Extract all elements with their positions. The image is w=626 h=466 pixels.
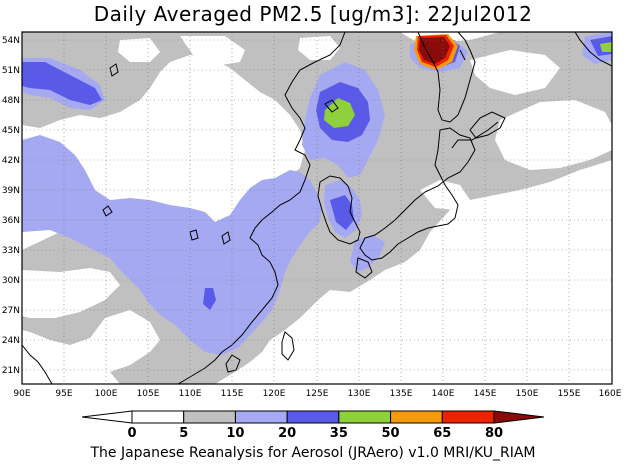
lon-tick-label: 110E (179, 389, 202, 399)
lat-tick-label: 48N (2, 96, 20, 106)
colorbar-label: 0 (127, 426, 136, 441)
colorbar-swatch (390, 410, 443, 424)
lat-tick-label: 39N (2, 186, 20, 196)
map-frame (21, 31, 613, 385)
lat-tick-label: 21N (2, 366, 20, 376)
lon-tick-label: 105E (137, 389, 160, 399)
colorbar-label: 35 (330, 426, 348, 441)
lon-tick-label: 125E (306, 389, 329, 399)
colorbar-swatch (81, 410, 133, 424)
lon-tick-label: 115E (221, 389, 244, 399)
lon-tick-label: 150E (516, 389, 539, 399)
colorbar-swatch (286, 410, 340, 424)
colorbar-label: 5 (179, 426, 188, 441)
gridlines (22, 32, 612, 384)
footer-credit: The Japanese Reanalysis for Aerosol (JRA… (90, 445, 536, 461)
lat-tick-label: 30N (2, 276, 20, 286)
lat-tick-labels: 54N 51N 48N 45N 42N 39N 36N 33N 30N 27N … (2, 36, 20, 376)
lon-tick-label: 135E (390, 389, 413, 399)
lon-tick-label: 90E (13, 389, 30, 399)
colorbar-swatch (183, 410, 236, 424)
lat-tick-label: 24N (2, 336, 20, 346)
lon-tick-label: 145E (474, 389, 497, 399)
colorbar-swatch (131, 410, 185, 424)
colorbar-swatch (234, 410, 288, 424)
colorbar: 0 5 10 20 35 50 65 80 (81, 410, 545, 441)
colorbar-swatch (441, 410, 495, 424)
lon-tick-label: 130E (348, 389, 371, 399)
coastlines (22, 32, 612, 384)
pm25-field (22, 32, 612, 384)
lon-tick-label: 160E (599, 389, 622, 399)
colorbar-label: 50 (382, 426, 400, 441)
colorbar-label: 20 (278, 426, 296, 441)
lat-tick-label: 36N (2, 216, 20, 226)
colorbar-swatch (338, 410, 392, 424)
lat-tick-label: 45N (2, 126, 20, 136)
lon-tick-label: 100E (95, 389, 118, 399)
colorbar-label: 10 (226, 426, 244, 441)
lon-tick-labels: 90E 95E 100E 105E 110E 115E 120E 125E 13… (13, 389, 621, 399)
lon-tick-label: 140E (432, 389, 455, 399)
pm25-band-50-65 (324, 42, 612, 128)
lat-tick-label: 27N (2, 306, 20, 316)
lon-tick-label: 120E (263, 389, 286, 399)
colorbar-swatch (493, 410, 545, 424)
colorbar-label: 65 (433, 426, 451, 441)
colorbar-label: 80 (485, 426, 503, 441)
lat-tick-label: 51N (2, 66, 20, 76)
lat-tick-label: 42N (2, 156, 20, 166)
lon-tick-label: 95E (55, 389, 72, 399)
lat-tick-label: 33N (2, 246, 20, 256)
map-title: Daily Averaged PM2.5 [ug/m3]: 22Jul2012 (93, 2, 533, 26)
pm25-band-above-65 (414, 34, 458, 70)
lon-tick-label: 155E (558, 389, 581, 399)
lat-tick-label: 54N (2, 36, 20, 46)
